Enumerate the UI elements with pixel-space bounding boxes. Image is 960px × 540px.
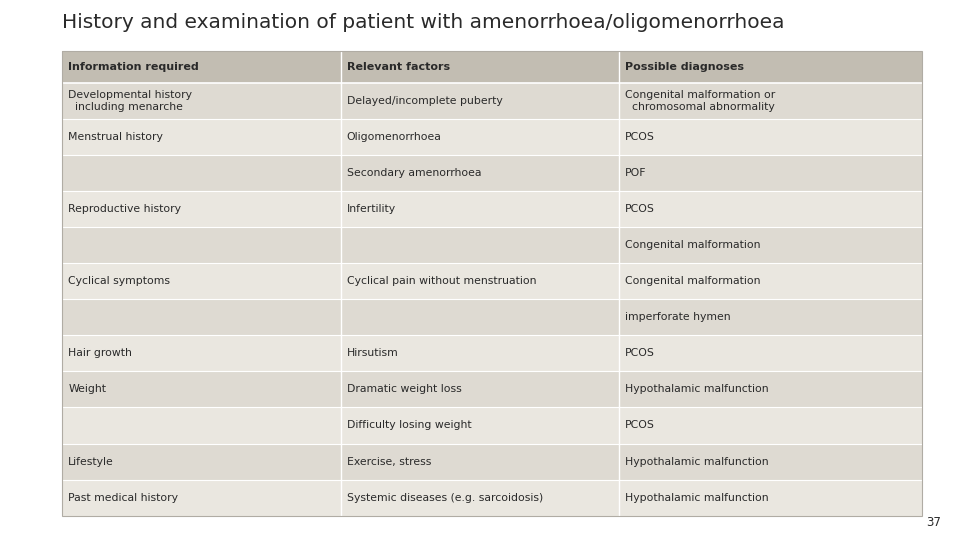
Text: POF: POF [625,168,646,178]
Text: Congenital malformation: Congenital malformation [625,240,760,250]
Text: Oligomenorrhoea: Oligomenorrhoea [347,132,442,142]
Text: Cyclical pain without menstruation: Cyclical pain without menstruation [347,276,536,286]
Bar [62,263,922,299]
Text: 37: 37 [926,516,941,529]
Bar [62,299,922,335]
Text: Exercise, stress: Exercise, stress [347,456,431,467]
Text: Menstrual history: Menstrual history [68,132,163,142]
Text: Relevant factors: Relevant factors [347,62,449,72]
Bar [62,443,922,480]
Bar [62,83,922,119]
Text: Hypothalamic malfunction: Hypothalamic malfunction [625,492,769,503]
Text: Cyclical symptoms: Cyclical symptoms [68,276,170,286]
Text: Developmental history
  including menarche: Developmental history including menarche [68,90,192,112]
Text: Hair growth: Hair growth [68,348,132,359]
Text: Information required: Information required [68,62,199,72]
Text: Secondary amenorrhoea: Secondary amenorrhoea [347,168,481,178]
Text: Hypothalamic malfunction: Hypothalamic malfunction [625,384,769,394]
Text: Reproductive history: Reproductive history [68,204,181,214]
Text: Past medical history: Past medical history [68,492,179,503]
Text: Delayed/incomplete puberty: Delayed/incomplete puberty [347,96,502,106]
Bar [62,407,922,443]
Text: Possible diagnoses: Possible diagnoses [625,62,744,72]
Bar [62,119,922,155]
Bar [62,51,922,83]
Text: PCOS: PCOS [625,421,655,430]
Text: PCOS: PCOS [625,204,655,214]
Bar [62,191,922,227]
Bar [62,51,922,516]
Text: Hypothalamic malfunction: Hypothalamic malfunction [625,456,769,467]
Bar [62,227,922,263]
Text: Congenital malformation: Congenital malformation [625,276,760,286]
Text: imperforate hymen: imperforate hymen [625,312,731,322]
Text: PCOS: PCOS [625,348,655,359]
Text: Systemic diseases (e.g. sarcoidosis): Systemic diseases (e.g. sarcoidosis) [347,492,542,503]
Bar [62,335,922,372]
Bar [62,155,922,191]
Text: PCOS: PCOS [625,132,655,142]
Bar [62,372,922,407]
Text: Weight: Weight [68,384,107,394]
Text: Dramatic weight loss: Dramatic weight loss [347,384,462,394]
Bar [62,480,922,516]
Text: Infertility: Infertility [347,204,396,214]
Text: Difficulty losing weight: Difficulty losing weight [347,421,471,430]
Text: Hirsutism: Hirsutism [347,348,398,359]
Text: Congenital malformation or
  chromosomal abnormality: Congenital malformation or chromosomal a… [625,90,776,112]
Text: History and examination of patient with amenorrhoea/oligomenorrhoea: History and examination of patient with … [62,14,785,32]
Text: Lifestyle: Lifestyle [68,456,114,467]
